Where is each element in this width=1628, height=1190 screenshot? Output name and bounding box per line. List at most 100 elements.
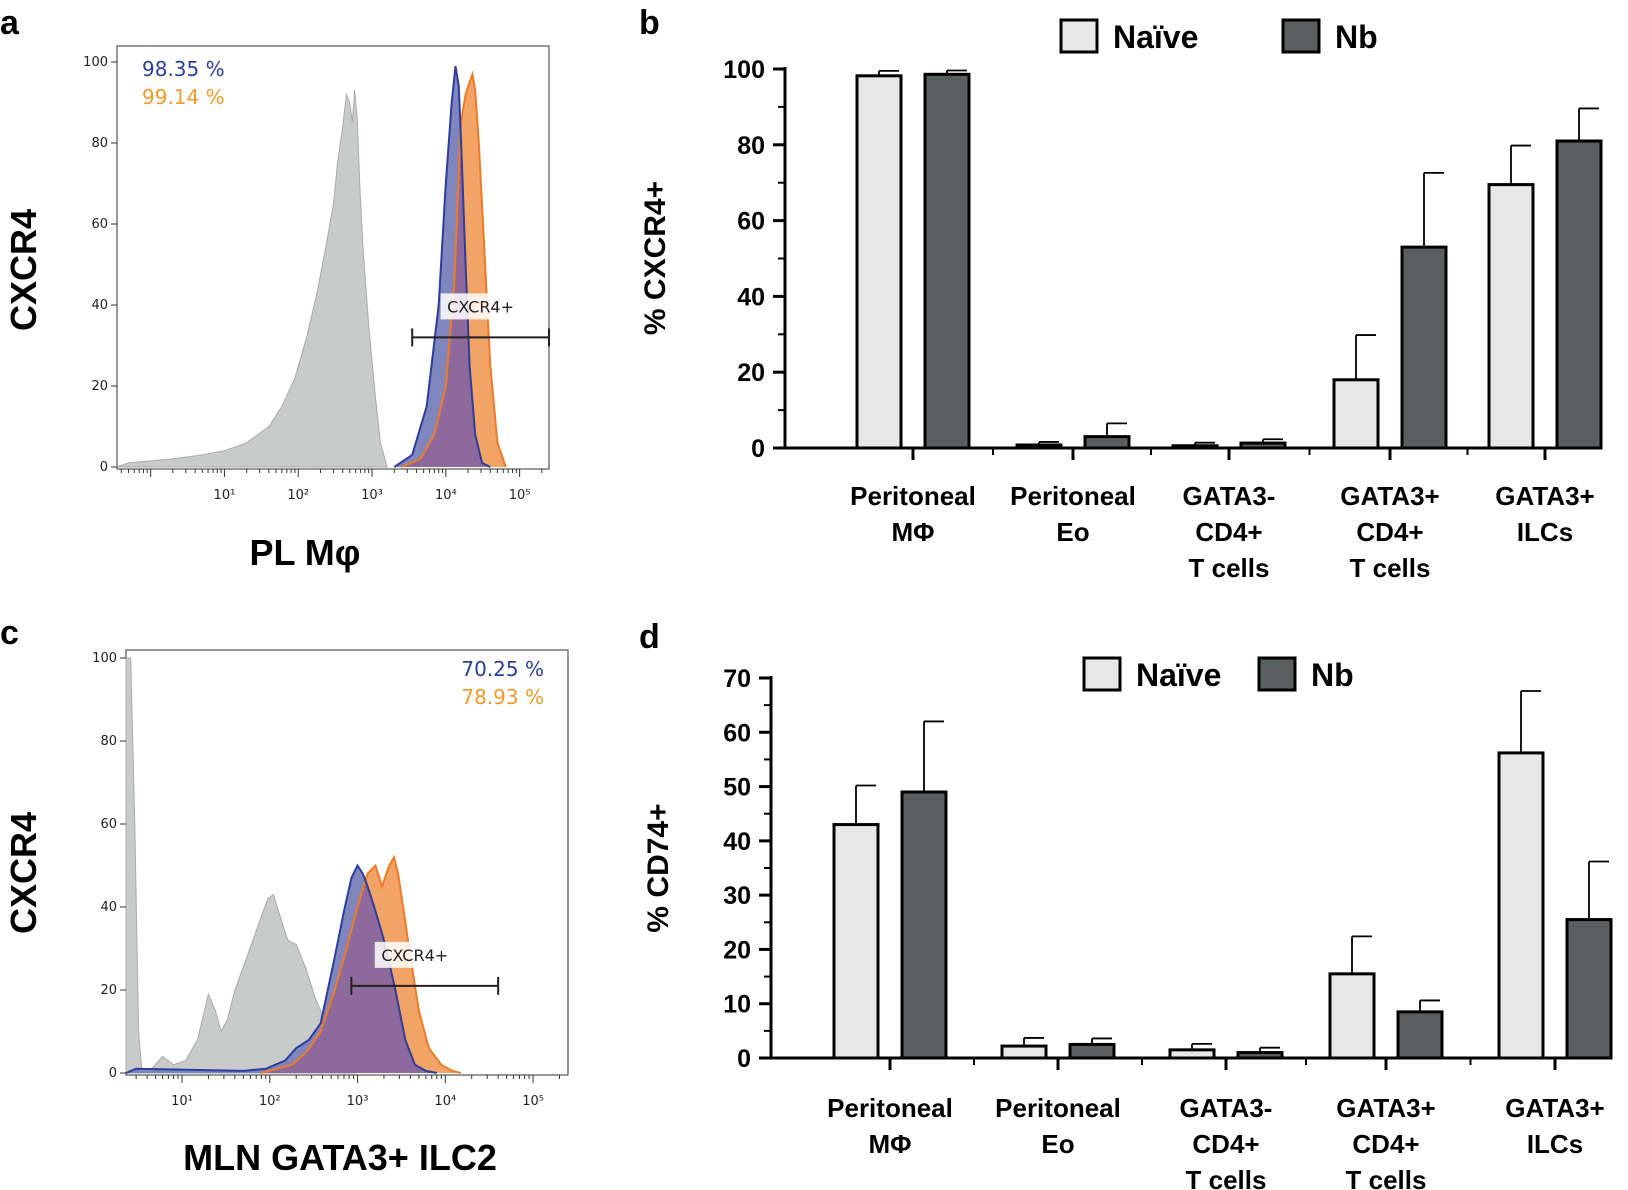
bar-nb bbox=[1396, 1010, 1444, 1060]
bar-nb bbox=[1068, 1042, 1116, 1060]
category-label: GATA3+ bbox=[1505, 1093, 1604, 1123]
category-label: ILCs bbox=[1517, 517, 1573, 547]
x-tick-label: 10⁵ bbox=[522, 1094, 544, 1109]
bar-nb bbox=[923, 72, 971, 450]
y-axis-label: % CD74+ bbox=[642, 803, 675, 932]
bar-naive bbox=[1328, 972, 1376, 1060]
gate-label-bg bbox=[374, 941, 455, 968]
category-label: ILCs bbox=[1527, 1129, 1583, 1159]
bar-chart-panel-b: Naïve Nb 0 20 40 60 80 100 Peritoneal MΦ Peritonea… bbox=[639, 18, 1603, 583]
x-tick-label: 10⁴ bbox=[435, 488, 457, 503]
category-label: CD4+ bbox=[1356, 517, 1423, 547]
y-tick-label: 40 bbox=[723, 828, 751, 856]
y-tick-label: 0 bbox=[751, 435, 765, 463]
category-label: Peritoneal bbox=[995, 1093, 1121, 1123]
x-tick-label: 10⁴ bbox=[434, 1094, 456, 1109]
y-tick-label: 50 bbox=[723, 774, 751, 802]
category-label: T cells bbox=[1346, 1165, 1427, 1190]
category-label: GATA3- bbox=[1180, 1093, 1273, 1123]
panel-label-a: a bbox=[0, 4, 20, 42]
histogram-overlap bbox=[261, 865, 437, 1073]
y-tick-label: 0 bbox=[100, 460, 108, 475]
bar-nb bbox=[1555, 139, 1603, 450]
y-tick-label: 40 bbox=[100, 900, 117, 915]
y-tick-label: 100 bbox=[83, 55, 108, 70]
y-axis-label: CXCR4 bbox=[3, 812, 44, 934]
category-label: T cells bbox=[1186, 1165, 1267, 1190]
x-tick-label: 10³ bbox=[361, 488, 383, 503]
histogram-blue-line bbox=[393, 65, 491, 468]
x-axis-label: PL Mφ bbox=[249, 532, 360, 573]
category-label: T cells bbox=[1189, 553, 1270, 583]
y-tick-label: 60 bbox=[100, 817, 117, 832]
category-label: Eo bbox=[1056, 517, 1089, 547]
category-label: MΦ bbox=[892, 517, 935, 547]
legend-swatch-0 bbox=[1082, 656, 1122, 692]
y-tick-label: 80 bbox=[91, 136, 108, 151]
bar-nb bbox=[1083, 435, 1131, 450]
x-tick-label: 10⁵ bbox=[509, 488, 531, 503]
x-tick-label: 10² bbox=[287, 488, 309, 503]
category-label: GATA3+ bbox=[1340, 481, 1439, 511]
y-tick-label: 20 bbox=[91, 379, 108, 394]
y-tick-label: 0 bbox=[109, 1066, 117, 1081]
histogram-control bbox=[125, 657, 357, 1074]
x-tick-label: 10² bbox=[259, 1094, 281, 1109]
histogram-blue-line bbox=[125, 863, 437, 1074]
y-axis-label: % CXCR4+ bbox=[639, 181, 672, 335]
percent-orange: 99.14 % bbox=[142, 85, 225, 109]
percent-blue: 70.25 % bbox=[461, 657, 544, 681]
y-tick-label: 70 bbox=[723, 665, 751, 693]
y-tick-label: 80 bbox=[100, 734, 117, 749]
legend-swatch-1 bbox=[1281, 18, 1321, 54]
panel-label-d: d bbox=[639, 618, 660, 656]
histogram-panel-c: 0 20 40 60 80 100 10¹ 10² 10³ 10⁴ 10⁵ 70.25 % 78.93 … bbox=[3, 649, 569, 1178]
y-tick-label: 20 bbox=[737, 359, 765, 387]
bar-nb bbox=[1565, 918, 1613, 1060]
category-label: GATA3+ bbox=[1495, 481, 1594, 511]
legend-label-0: Naïve bbox=[1136, 657, 1221, 693]
category-label: CD4+ bbox=[1195, 517, 1262, 547]
y-tick-label: 40 bbox=[737, 283, 765, 311]
y-tick-label: 40 bbox=[91, 298, 108, 313]
gate-label: CXCR4+ bbox=[447, 297, 514, 316]
y-tick-label: 20 bbox=[100, 983, 117, 998]
bar-chart-panel-d: Naïve Nb 0 10 20 30 40 50 60 70 Peritoneal MΦ Perito… bbox=[642, 656, 1613, 1190]
y-tick-label: 100 bbox=[92, 651, 117, 666]
y-tick-label: 0 bbox=[737, 1045, 751, 1073]
bar-nb bbox=[900, 790, 948, 1060]
legend-swatch-1 bbox=[1257, 656, 1297, 692]
percent-orange: 78.93 % bbox=[461, 685, 544, 709]
category-label: CD4+ bbox=[1192, 1129, 1259, 1159]
x-tick-label: 10¹ bbox=[171, 1094, 193, 1109]
y-tick-label: 80 bbox=[737, 132, 765, 160]
category-label: Peritoneal bbox=[827, 1093, 953, 1123]
category-label: CD4+ bbox=[1352, 1129, 1419, 1159]
bar-naive bbox=[1000, 1044, 1048, 1060]
bar-nb bbox=[1400, 245, 1448, 450]
category-label: MΦ bbox=[869, 1129, 912, 1159]
y-tick-label: 20 bbox=[723, 936, 751, 964]
histogram-control bbox=[116, 90, 388, 468]
x-tick-label: 10³ bbox=[347, 1094, 369, 1109]
y-tick-label: 60 bbox=[723, 719, 751, 747]
gate-label-bg bbox=[440, 293, 521, 320]
histogram-panel-a: 0 20 40 60 80 100 10¹ 10² 10³ 10⁴ 10⁵ 98.35 % 99.14 … bbox=[3, 45, 550, 573]
y-tick-label: 10 bbox=[723, 991, 751, 1019]
bar-naive bbox=[1332, 378, 1380, 450]
panel-label-c: c bbox=[0, 614, 19, 652]
histogram-orange-line bbox=[261, 854, 462, 1074]
legend-label-0: Naïve bbox=[1113, 19, 1198, 55]
y-tick-label: 60 bbox=[91, 217, 108, 232]
gate-label: CXCR4+ bbox=[381, 946, 448, 965]
percent-blue: 98.35 % bbox=[142, 57, 225, 81]
panel-label-b: b bbox=[639, 4, 660, 42]
histogram-orange-line bbox=[401, 70, 507, 468]
bar-naive bbox=[1487, 183, 1535, 450]
y-tick-label: 100 bbox=[723, 56, 765, 84]
category-label: Peritoneal bbox=[850, 481, 976, 511]
y-axis-label: CXCR4 bbox=[3, 209, 44, 331]
x-axis-label: MLN GATA3+ ILC2 bbox=[183, 1137, 497, 1178]
bar-naive bbox=[832, 823, 880, 1060]
